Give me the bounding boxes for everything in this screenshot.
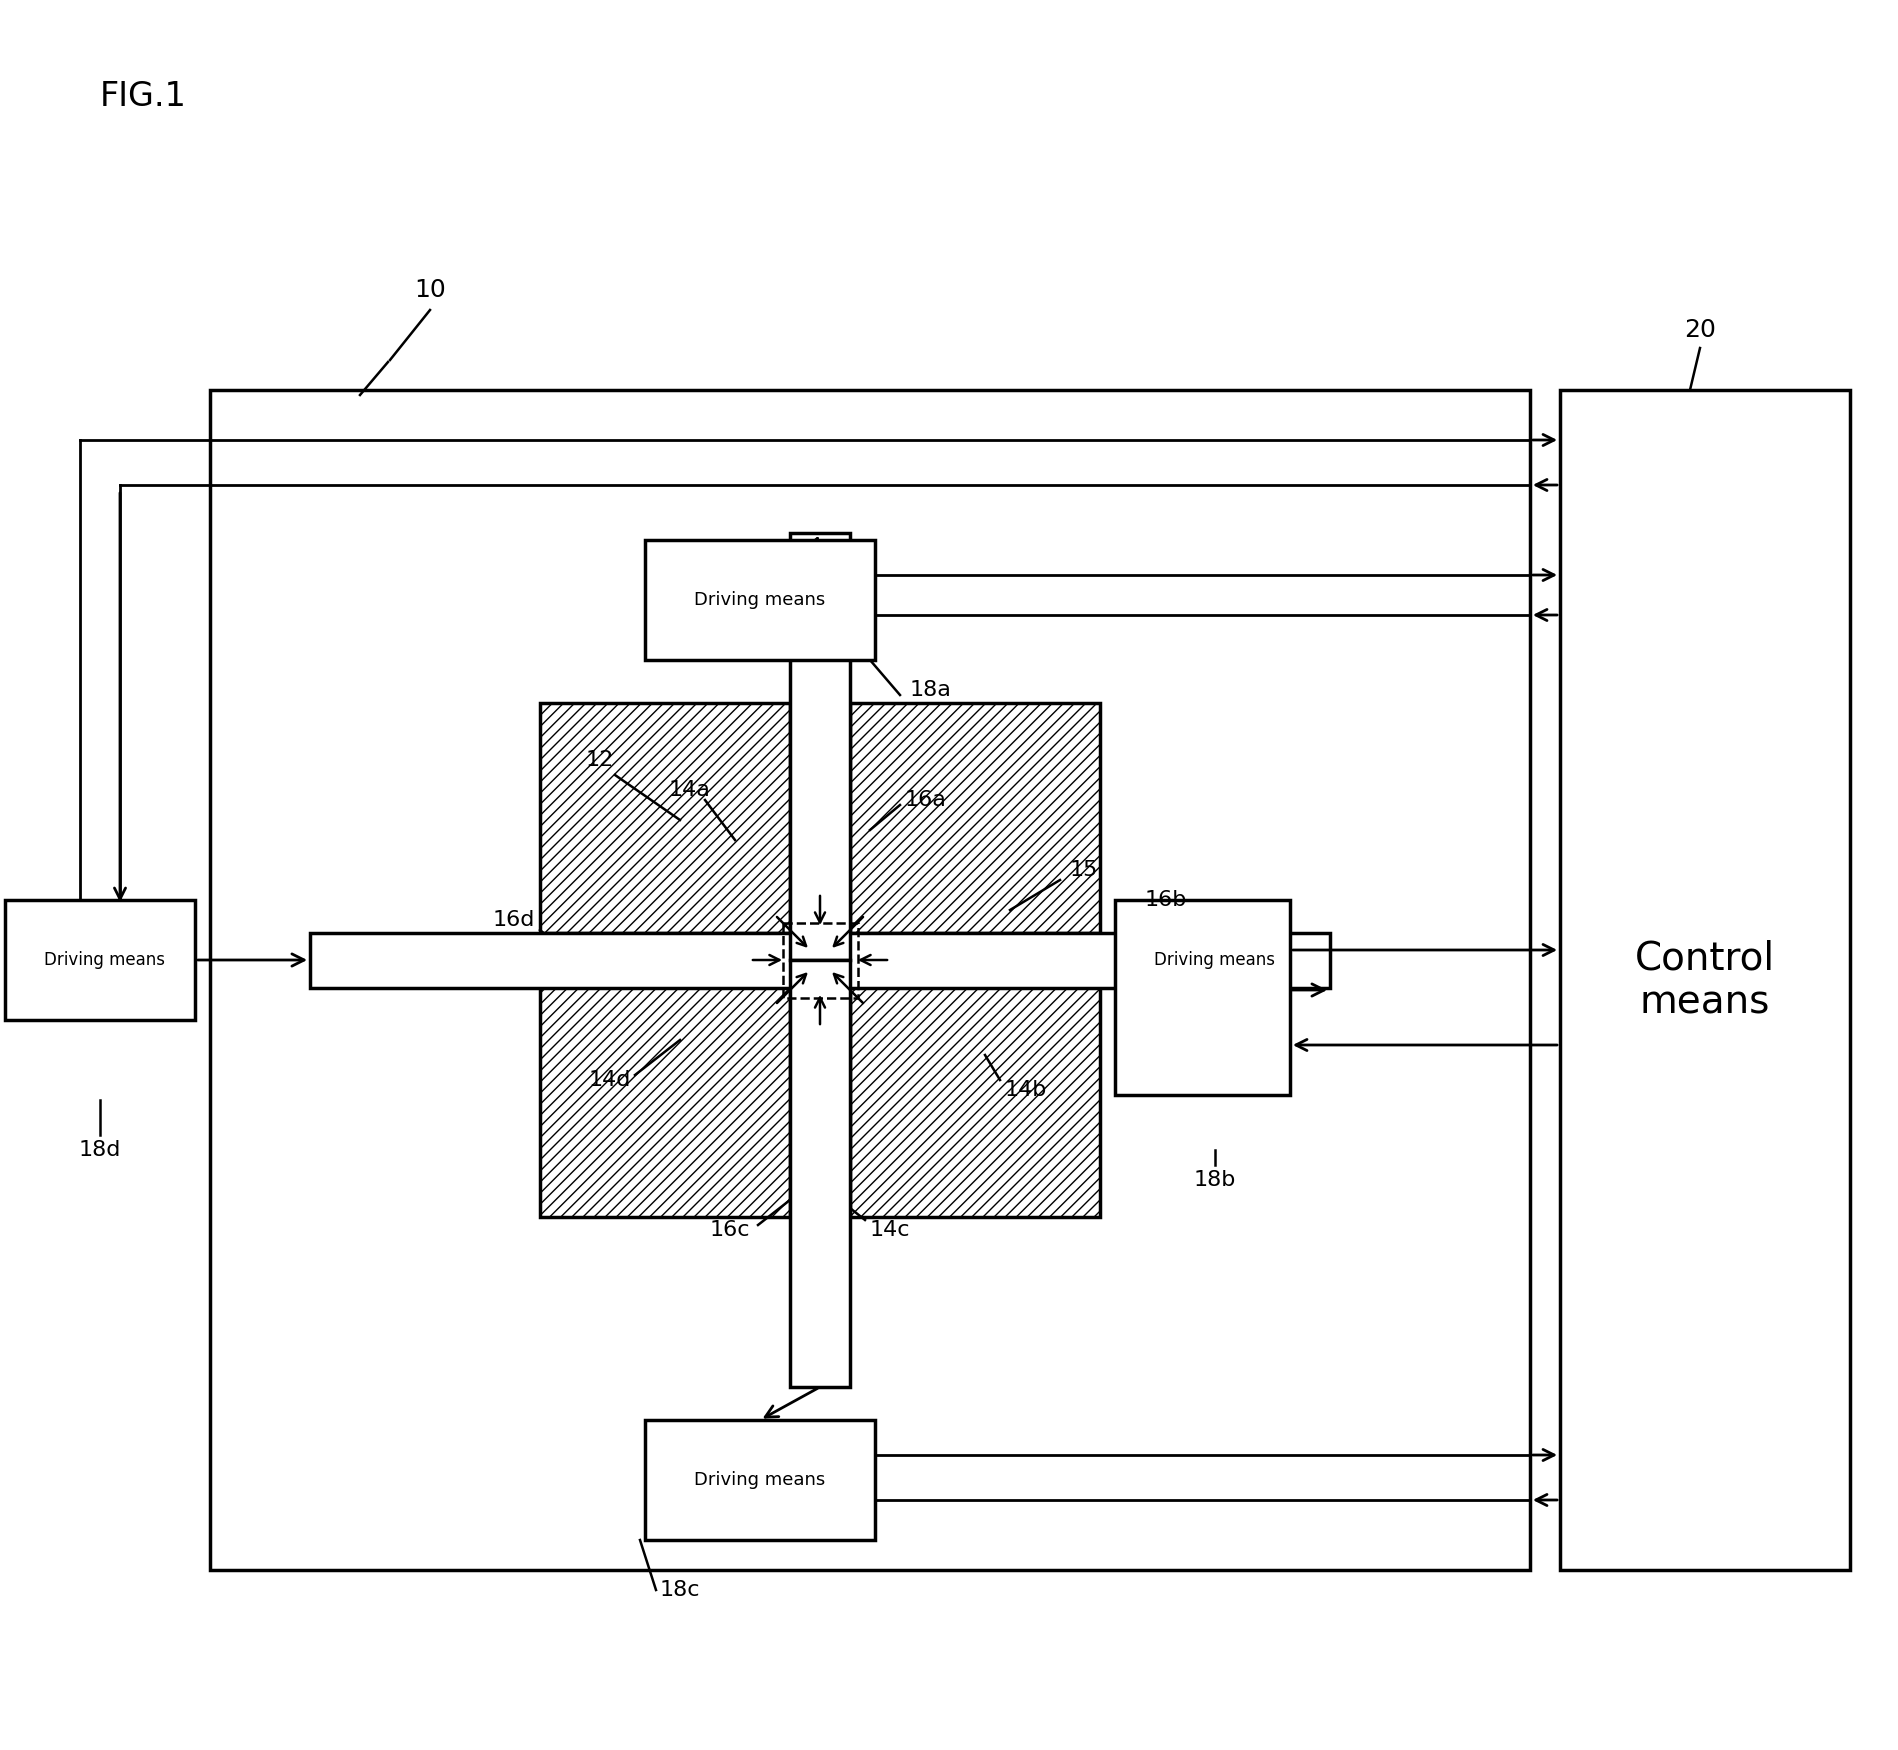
Bar	[820, 933, 1329, 989]
Text: Driving means: Driving means	[695, 1472, 826, 1489]
Text: 15: 15	[1069, 859, 1097, 880]
Text: 18c: 18c	[661, 1580, 700, 1600]
Text: Driving means: Driving means	[1154, 950, 1275, 970]
Text: Control
means: Control means	[1634, 940, 1775, 1020]
Bar	[790, 534, 850, 961]
Text: 14a: 14a	[668, 780, 710, 800]
Text: 16a: 16a	[905, 789, 947, 810]
Bar	[850, 987, 1099, 1216]
Bar	[539, 987, 790, 1216]
Bar	[539, 704, 790, 933]
Text: 14d: 14d	[588, 1069, 630, 1090]
Text: FIG.1: FIG.1	[101, 80, 186, 114]
Text: 18b: 18b	[1194, 1171, 1236, 1190]
Bar	[211, 390, 1530, 1570]
Text: 16d: 16d	[492, 910, 535, 929]
Text: 18a: 18a	[909, 681, 951, 700]
Text: 10: 10	[414, 278, 446, 303]
Bar	[645, 541, 875, 660]
Text: 14c: 14c	[869, 1220, 909, 1241]
Bar	[850, 704, 1099, 933]
Text: 14b: 14b	[1004, 1080, 1048, 1101]
Bar	[645, 1419, 875, 1540]
Text: Driving means: Driving means	[695, 592, 826, 609]
Bar	[790, 961, 850, 1388]
Bar	[1558, 390, 1849, 1570]
Text: 12: 12	[586, 751, 613, 770]
Text: 16c: 16c	[710, 1220, 750, 1241]
Bar	[309, 933, 820, 989]
Text: 16b: 16b	[1144, 891, 1186, 910]
Text: Driving means: Driving means	[44, 950, 165, 970]
Text: 20: 20	[1684, 318, 1716, 341]
Bar	[1114, 900, 1289, 1096]
Text: 18d: 18d	[80, 1139, 121, 1160]
Bar	[6, 900, 195, 1020]
Bar	[782, 922, 858, 997]
